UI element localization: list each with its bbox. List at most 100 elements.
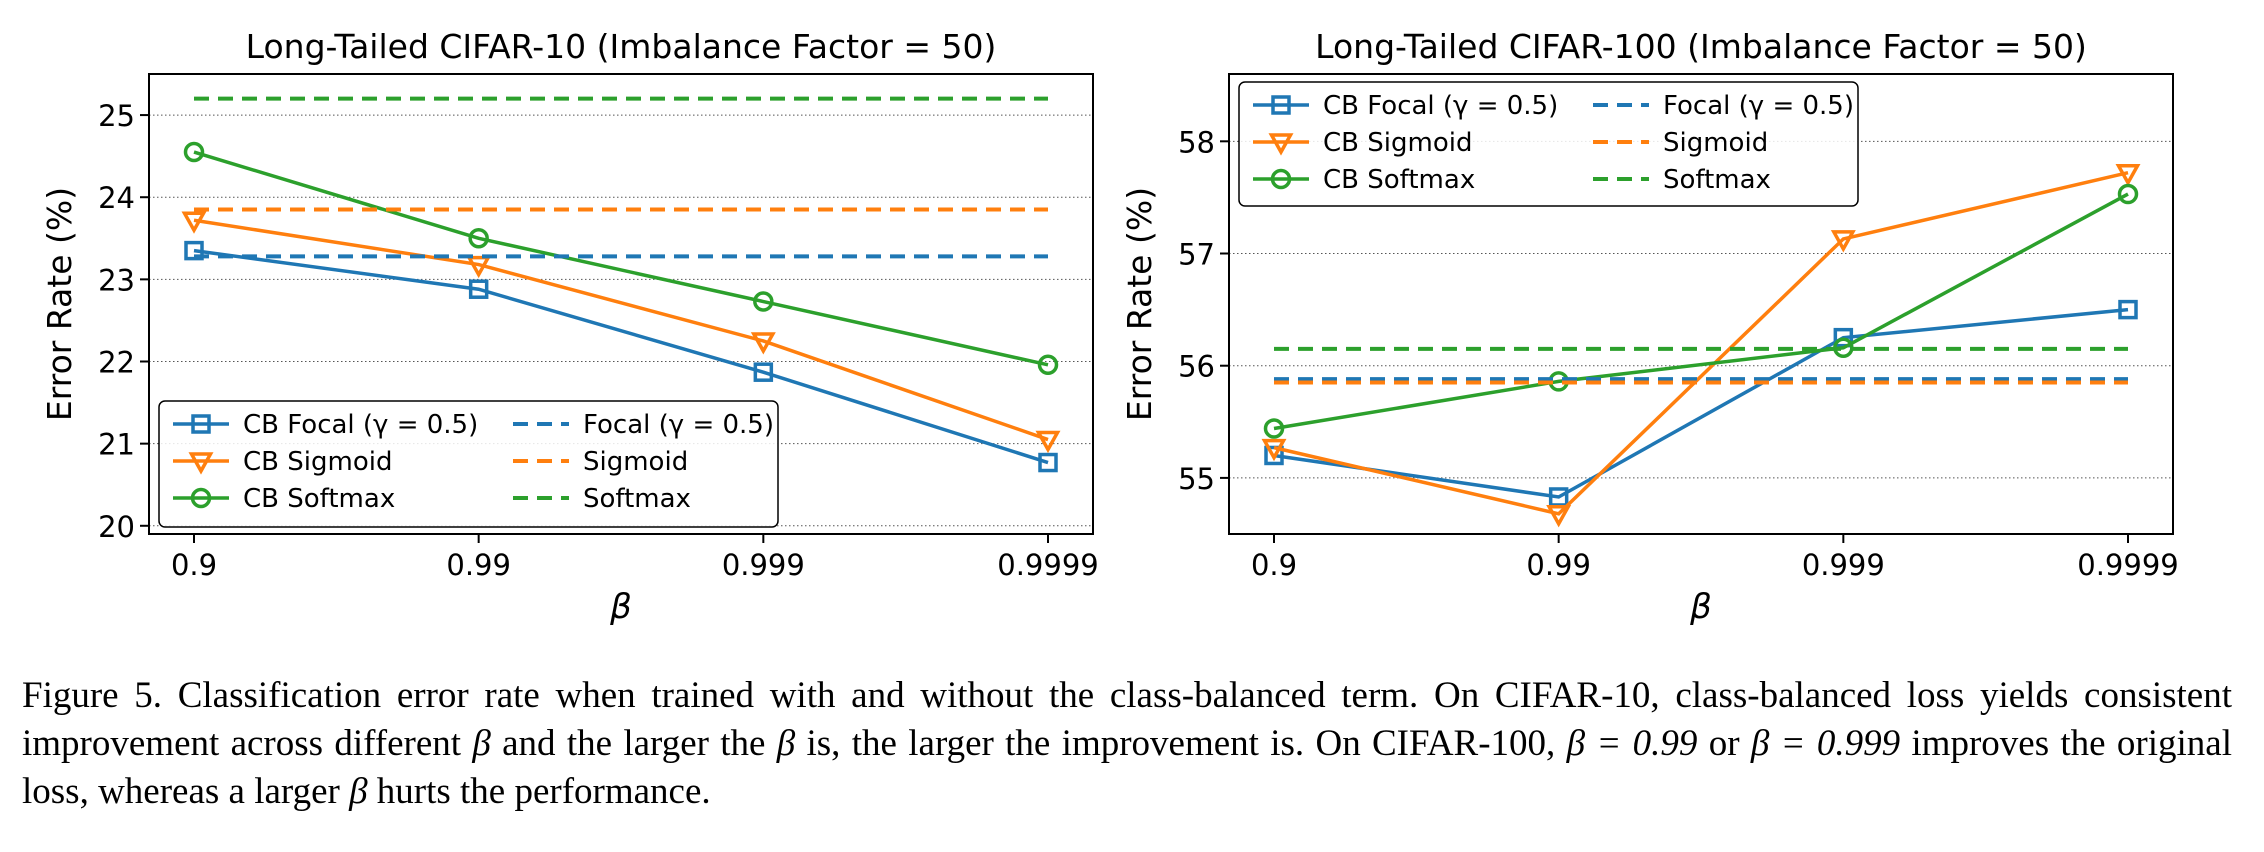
y-tick-label: 58 [1178, 125, 1215, 159]
chart-panel-2: 55 56 57 58 0.9 0.99 0.999 0.9999 Long-Tailed CI… [1120, 27, 2179, 627]
legend-label: CB Softmax [243, 484, 395, 514]
plot-frame [148, 73, 1094, 535]
data-point [468, 279, 489, 299]
data-point [183, 141, 205, 163]
series-line [193, 150, 1049, 367]
y-axis-label: Error Rate (%) [1120, 187, 1159, 421]
series-line [1273, 307, 2129, 499]
legend-label: CB Focal (γ = 0.5) [1323, 91, 1558, 121]
series-cb-focal-gamma-0-5 [184, 240, 1058, 473]
x-tick-label: 0.99 [446, 548, 511, 582]
legend-item-softmax: Softmax [513, 484, 691, 514]
data-point [184, 240, 204, 261]
legend-frame [1238, 81, 1859, 207]
legend-item-cb-focal-gamma-0-5: CB Focal (γ = 0.5) [1253, 91, 1558, 121]
legend-marker [188, 452, 214, 475]
series-cb-softmax [1263, 183, 2139, 439]
legend-label: CB Sigmoid [243, 447, 392, 477]
legend: CB Focal (γ = 0.5) CB Sigmoid CB Softmax Fo… [158, 400, 779, 528]
y-tick-label: 20 [98, 510, 135, 544]
x-tick-label: 0.999 [1802, 548, 1885, 582]
data-point [1035, 430, 1061, 454]
legend-item-focal-gamma-0-5: Focal (γ = 0.5) [1593, 91, 1854, 121]
y-tick-label: 56 [1178, 350, 1215, 384]
caption-text-6: hurts the performance. [367, 771, 711, 812]
legend-label: CB Softmax [1323, 165, 1475, 195]
legend: CB Focal (γ = 0.5) CB Sigmoid CB Softmax Fo… [1238, 81, 1859, 207]
caption-beta-3: β [349, 771, 368, 812]
caption-beta-1: β [472, 723, 491, 764]
figure: 20 21 22 23 24 25 0.9 0.99 0.999 0.9999 Long-Taile… [40, 27, 2179, 627]
data-point [2115, 163, 2141, 187]
chart-panel-1: 20 21 22 23 24 25 0.9 0.99 0.999 0.9999 Long-Taile… [40, 27, 1099, 627]
legend-label: Sigmoid [583, 447, 688, 477]
caption-text-1: Figure 5. Classification error rate when… [22, 675, 2232, 764]
legend-item-sigmoid: Sigmoid [1593, 128, 1768, 158]
legend-marker [191, 414, 211, 434]
legend-item-cb-sigmoid: CB Sigmoid [1253, 128, 1472, 158]
x-axis-label: β [609, 587, 632, 627]
chart-title: Long-Tailed CIFAR-10 (Imbalance Factor =… [246, 27, 997, 66]
caption-beta-2: β [776, 723, 796, 764]
x-tick-label: 0.999 [722, 548, 805, 582]
legend-item-sigmoid: Sigmoid [513, 447, 688, 477]
data-point [1264, 445, 1284, 466]
legend-item-focal-gamma-0-5: Focal (γ = 0.5) [513, 410, 774, 440]
x-tick-label: 0.9999 [2077, 548, 2178, 582]
chart-title: Long-Tailed CIFAR-100 (Imbalance Factor … [1315, 27, 2087, 66]
data-point [753, 362, 774, 382]
caption-text-5: improves the original loss, whereas a la… [22, 723, 2232, 812]
legend-item-cb-softmax: CB Softmax [1253, 165, 1475, 195]
y-axis-label: Error Rate (%) [40, 187, 79, 421]
legend-marker [1271, 95, 1291, 115]
data-point [466, 255, 492, 279]
figure-caption: Figure 5. Classification error rate when… [22, 672, 2232, 816]
data-point [1548, 487, 1569, 507]
caption-text-2: and the larger the [490, 723, 777, 764]
legend-label: Focal (γ = 0.5) [583, 410, 774, 440]
caption-equation-1: β = 0.99 [1566, 723, 1698, 764]
series-line [193, 218, 1049, 442]
legend-marker [190, 487, 212, 509]
data-point [1261, 438, 1287, 462]
caption-text-4: or [1697, 723, 1751, 764]
legend-frame [158, 400, 779, 528]
data-point [1830, 230, 1856, 253]
x-tick-label: 0.99 [1526, 548, 1591, 582]
y-tick-label: 23 [98, 263, 135, 297]
x-tick-label: 0.9 [1251, 548, 1297, 582]
legend-marker [1270, 168, 1292, 190]
series-cb-softmax [183, 141, 1059, 376]
data-point [181, 211, 207, 234]
data-point [1038, 452, 1058, 473]
caption-text-3: is, the larger the improvement is. On CI… [795, 723, 1567, 764]
legend-label: CB Sigmoid [1323, 128, 1472, 158]
data-point [2117, 183, 2139, 205]
data-point [1263, 418, 1285, 439]
y-tick-label: 22 [98, 346, 135, 380]
legend-item-cb-focal-gamma-0-5: CB Focal (γ = 0.5) [173, 410, 478, 440]
data-point [753, 291, 774, 312]
legend-label: Sigmoid [1663, 128, 1768, 158]
series-cb-sigmoid [181, 211, 1061, 454]
y-tick-label: 25 [98, 99, 135, 133]
y-tick-label: 24 [98, 181, 135, 215]
series-cb-focal-gamma-0-5 [1264, 299, 2138, 507]
y-tick-label: 21 [98, 428, 135, 462]
series-line [1273, 192, 2129, 431]
data-point [468, 228, 489, 249]
legend-label: Softmax [1663, 165, 1771, 195]
series-line [1273, 171, 2129, 516]
x-tick-label: 0.9 [171, 548, 217, 582]
x-tick-label: 0.9999 [997, 548, 1098, 582]
data-point [750, 332, 776, 355]
y-tick-label: 55 [1178, 462, 1215, 496]
legend-label: Focal (γ = 0.5) [1663, 91, 1854, 121]
caption-equation-2: β = 0.999 [1750, 723, 1901, 764]
legend-item-cb-sigmoid: CB Sigmoid [173, 447, 392, 477]
x-axis-label: β [1689, 587, 1712, 627]
legend-label: CB Focal (γ = 0.5) [243, 410, 478, 440]
legend-label: Softmax [583, 484, 691, 514]
data-point [1546, 505, 1572, 528]
data-point [2118, 299, 2138, 320]
